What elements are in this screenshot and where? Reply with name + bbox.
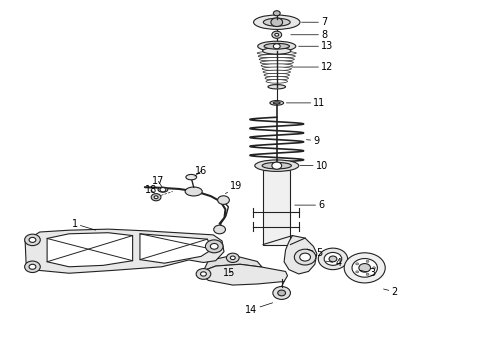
Ellipse shape (265, 76, 289, 80)
Circle shape (205, 240, 223, 253)
Circle shape (366, 260, 369, 262)
Ellipse shape (263, 70, 291, 74)
Circle shape (272, 162, 282, 169)
Ellipse shape (263, 48, 291, 54)
Circle shape (273, 44, 280, 49)
Circle shape (366, 273, 369, 275)
Circle shape (196, 269, 211, 279)
Circle shape (275, 33, 279, 36)
Ellipse shape (158, 187, 168, 192)
Circle shape (218, 196, 229, 204)
Circle shape (356, 263, 359, 265)
Text: 18: 18 (145, 185, 157, 195)
Circle shape (359, 264, 370, 272)
Circle shape (356, 271, 359, 273)
Text: 5: 5 (307, 248, 322, 258)
Polygon shape (47, 233, 133, 267)
Circle shape (160, 188, 166, 192)
Ellipse shape (258, 54, 295, 58)
Polygon shape (203, 255, 262, 271)
Circle shape (24, 261, 40, 273)
Circle shape (324, 252, 342, 265)
Circle shape (151, 194, 161, 201)
Ellipse shape (259, 58, 294, 61)
Circle shape (226, 253, 239, 262)
Circle shape (294, 249, 316, 265)
Text: 3: 3 (360, 268, 376, 278)
Ellipse shape (186, 175, 196, 180)
Ellipse shape (266, 80, 288, 83)
Ellipse shape (270, 100, 284, 105)
Polygon shape (25, 229, 224, 273)
Circle shape (318, 248, 347, 270)
Circle shape (273, 11, 280, 16)
Text: 8: 8 (291, 30, 327, 40)
Ellipse shape (268, 85, 286, 89)
Text: 1: 1 (72, 219, 96, 230)
Circle shape (300, 253, 311, 261)
Circle shape (372, 267, 375, 269)
Circle shape (200, 272, 206, 276)
Circle shape (29, 264, 36, 269)
Text: 9: 9 (306, 136, 319, 145)
Ellipse shape (263, 18, 290, 26)
Text: 2: 2 (384, 287, 398, 297)
Ellipse shape (262, 162, 292, 169)
Ellipse shape (261, 64, 293, 67)
Ellipse shape (264, 73, 290, 77)
Circle shape (272, 31, 282, 39)
Circle shape (273, 287, 291, 300)
Polygon shape (203, 264, 288, 285)
Text: 7: 7 (301, 17, 327, 27)
Polygon shape (140, 234, 212, 263)
Circle shape (24, 234, 40, 246)
Ellipse shape (262, 67, 292, 71)
Text: 12: 12 (292, 62, 334, 72)
Text: 10: 10 (300, 161, 328, 171)
Text: 16: 16 (195, 166, 207, 176)
Ellipse shape (273, 102, 280, 104)
Circle shape (210, 243, 218, 249)
Text: 4: 4 (326, 258, 342, 268)
Circle shape (329, 256, 337, 262)
Ellipse shape (255, 160, 299, 171)
Text: 13: 13 (298, 41, 334, 51)
Ellipse shape (264, 43, 290, 49)
Text: 6: 6 (294, 200, 324, 210)
Ellipse shape (253, 15, 300, 30)
Ellipse shape (260, 61, 294, 64)
Circle shape (352, 258, 377, 277)
Text: 11: 11 (286, 98, 326, 108)
Circle shape (214, 225, 225, 234)
Circle shape (29, 237, 36, 242)
Circle shape (278, 290, 286, 296)
Text: 15: 15 (223, 267, 235, 278)
Text: 19: 19 (225, 181, 243, 194)
Circle shape (344, 253, 385, 283)
Text: 14: 14 (245, 303, 272, 315)
Circle shape (154, 196, 158, 199)
Circle shape (230, 256, 235, 260)
Ellipse shape (185, 187, 202, 196)
Polygon shape (284, 235, 317, 274)
Ellipse shape (257, 51, 296, 55)
Text: 17: 17 (152, 176, 165, 186)
Bar (263, 170, 291, 244)
Circle shape (271, 18, 283, 27)
Ellipse shape (258, 41, 296, 51)
